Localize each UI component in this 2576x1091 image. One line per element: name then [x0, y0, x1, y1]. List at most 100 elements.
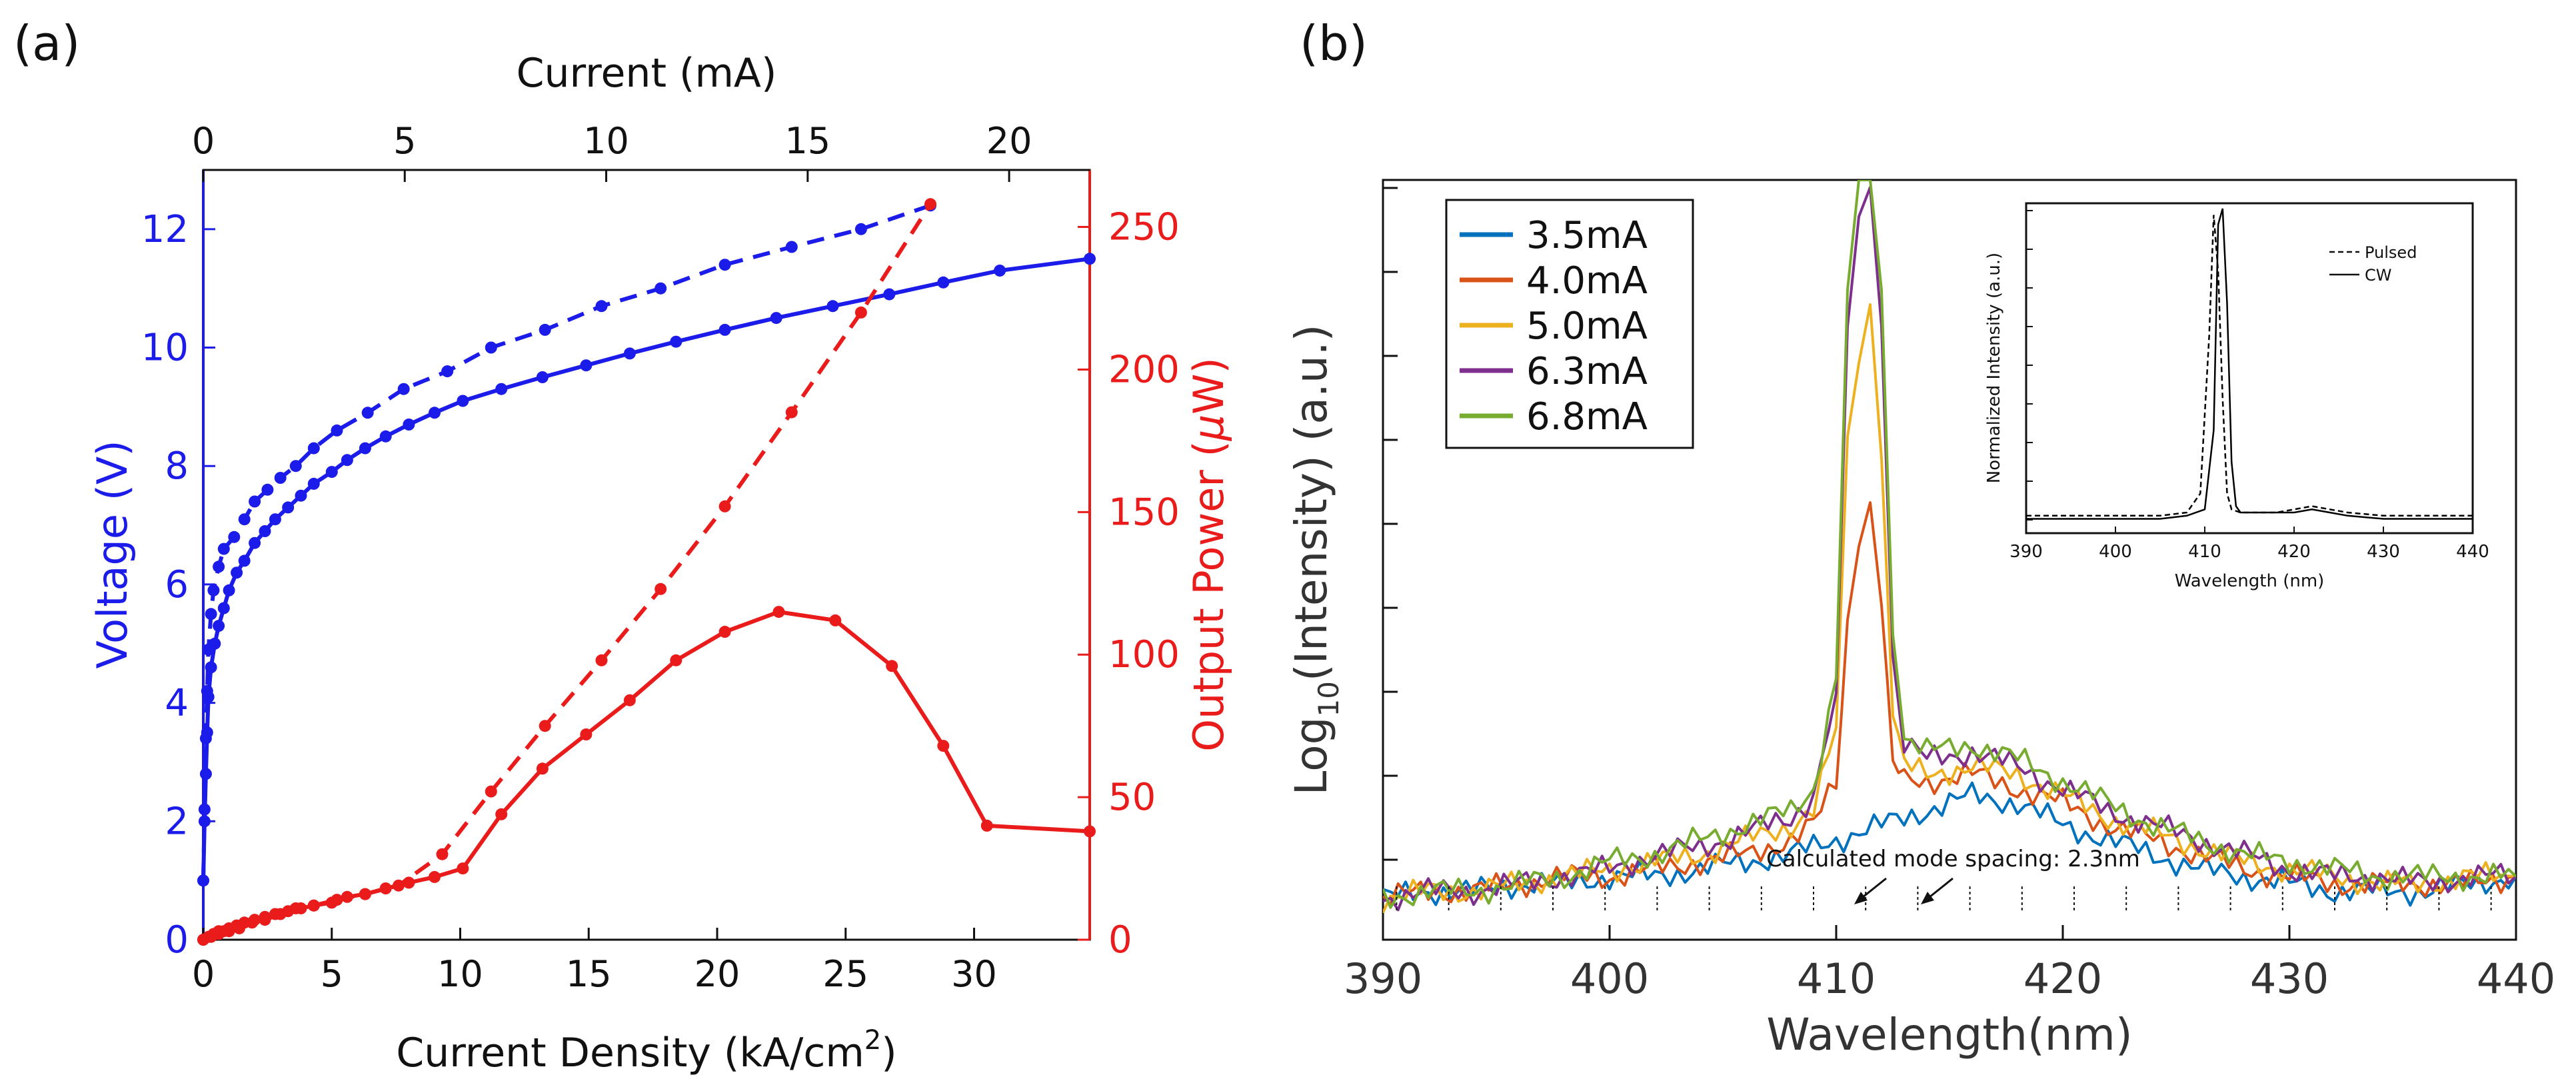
a-data-point	[259, 525, 271, 537]
a-data-point	[580, 728, 593, 740]
a-data-point	[595, 654, 608, 666]
a-data-point	[854, 306, 867, 319]
panel-b-inset: 390 400 410 420 430 440 Pulsed CW Wavelength (…	[1984, 202, 2489, 591]
a-data-point	[595, 300, 608, 313]
inset-bottom-ticks: 390 400 410 420 430 440	[2009, 210, 2489, 562]
a-data-point	[295, 489, 307, 502]
panel-b-left-ticks	[1383, 187, 1398, 861]
a-data-point	[580, 359, 593, 372]
inset-frame	[2025, 202, 2474, 535]
a-data-point	[654, 282, 667, 295]
a-data-point	[261, 483, 274, 496]
a-xtick-label: 30	[951, 953, 997, 995]
a-top-xtick-label: 5	[393, 120, 416, 162]
a-data-point	[231, 566, 243, 579]
a-top-xtick-label: 15	[784, 120, 830, 162]
a-data-point	[1084, 825, 1096, 838]
a-data-point	[207, 584, 220, 596]
inset-xtick-label: 390	[2009, 542, 2043, 562]
a-data-point	[785, 241, 798, 253]
a-xtick-label: 10	[437, 953, 483, 995]
a-data-point	[770, 312, 782, 325]
a-data-point	[654, 582, 667, 595]
b-series-line	[1383, 781, 2516, 907]
a-top-xtick-label: 0	[192, 120, 215, 162]
inset-series-line	[2026, 215, 2473, 517]
panel-b-bottom-ticks: 390 400 410 420 430 440	[1344, 925, 2555, 1003]
a-data-point	[718, 626, 731, 638]
inset-xtick-label: 440	[2456, 542, 2489, 562]
a-xtick-label: 5	[321, 953, 343, 995]
a-right-ytick-label: 0	[1108, 918, 1132, 962]
a-data-point	[379, 882, 392, 894]
b-xtick-label: 400	[1570, 954, 1649, 1003]
a-data-point	[772, 606, 785, 618]
a-data-point	[670, 335, 682, 348]
b-legend-label: 3.5mA	[1526, 214, 1648, 257]
a-data-point	[259, 910, 271, 923]
a-data-point	[670, 654, 682, 666]
a-xtick-label: 20	[694, 953, 740, 995]
a-data-point	[495, 808, 508, 820]
a-data-point	[274, 472, 287, 484]
a-data-point	[325, 466, 338, 479]
a-data-point	[536, 371, 549, 383]
a-data-point	[325, 896, 338, 909]
a-left-ytick-label: 4	[165, 682, 189, 725]
a-series-line	[201, 257, 1090, 881]
a-data-point	[536, 762, 549, 775]
panel-a-label: (a)	[13, 15, 80, 71]
a-data-point	[937, 740, 950, 752]
a-data-point	[197, 874, 209, 887]
a-right-ytick-label: 50	[1108, 776, 1156, 819]
a-data-point	[457, 862, 469, 875]
a-xtick-label: 0	[192, 953, 215, 995]
a-data-point	[238, 554, 251, 567]
a-data-point	[623, 347, 636, 360]
a-data-point	[238, 513, 251, 526]
inset-legend-label: CW	[2365, 266, 2392, 285]
a-data-point	[1084, 253, 1096, 265]
a-data-point	[331, 424, 343, 437]
a-data-point	[485, 785, 497, 798]
inset-xtick-label: 420	[2277, 542, 2311, 562]
a-right-ytick-label: 200	[1108, 348, 1180, 391]
b-series-line	[1383, 180, 2516, 909]
a-data-point	[223, 584, 235, 596]
a-data-point	[217, 543, 230, 555]
a-data-point	[397, 383, 410, 395]
inset-legend-label: Pulsed	[2365, 243, 2417, 262]
a-data-point	[282, 501, 295, 514]
b-series-line	[1383, 303, 2516, 914]
panel-a-bottom-ticks: 0 5 10 15 20 25 30	[192, 928, 997, 995]
a-data-point	[307, 477, 320, 490]
a-data-point	[436, 848, 449, 860]
a-left-ytick-label: 6	[165, 563, 189, 606]
b-xtick-label: 390	[1344, 954, 1422, 1003]
a-data-point	[441, 365, 454, 378]
a-top-xtick-label: 10	[583, 120, 629, 162]
a-data-point	[539, 720, 551, 732]
a-data-point	[718, 323, 731, 336]
panel-a-right-ticks: 0 50 100 150 200 250	[1078, 206, 1180, 962]
panel-b-annotation: Calculated mode spacing: 2.3nm	[1766, 846, 2140, 872]
a-data-point	[883, 288, 896, 301]
panel-b-label: (b)	[1300, 15, 1368, 71]
a-series-line	[202, 203, 932, 942]
b-xtick-label: 440	[2477, 954, 2555, 1003]
inset-legend: Pulsed CW	[2329, 243, 2417, 285]
a-data-point	[213, 620, 225, 632]
a-data-point	[403, 419, 415, 431]
a-series-line	[201, 203, 931, 881]
a-data-point	[209, 637, 221, 650]
a-data-point	[295, 902, 307, 914]
a-series-line	[202, 610, 1090, 942]
a-data-point	[217, 602, 230, 614]
a-left-ytick-label: 2	[165, 800, 189, 843]
a-left-ytick-label: 12	[141, 208, 189, 251]
panel-b-annotation-arrowhead-2	[1921, 892, 1934, 904]
a-data-point	[485, 341, 497, 354]
a-data-point	[269, 513, 281, 526]
